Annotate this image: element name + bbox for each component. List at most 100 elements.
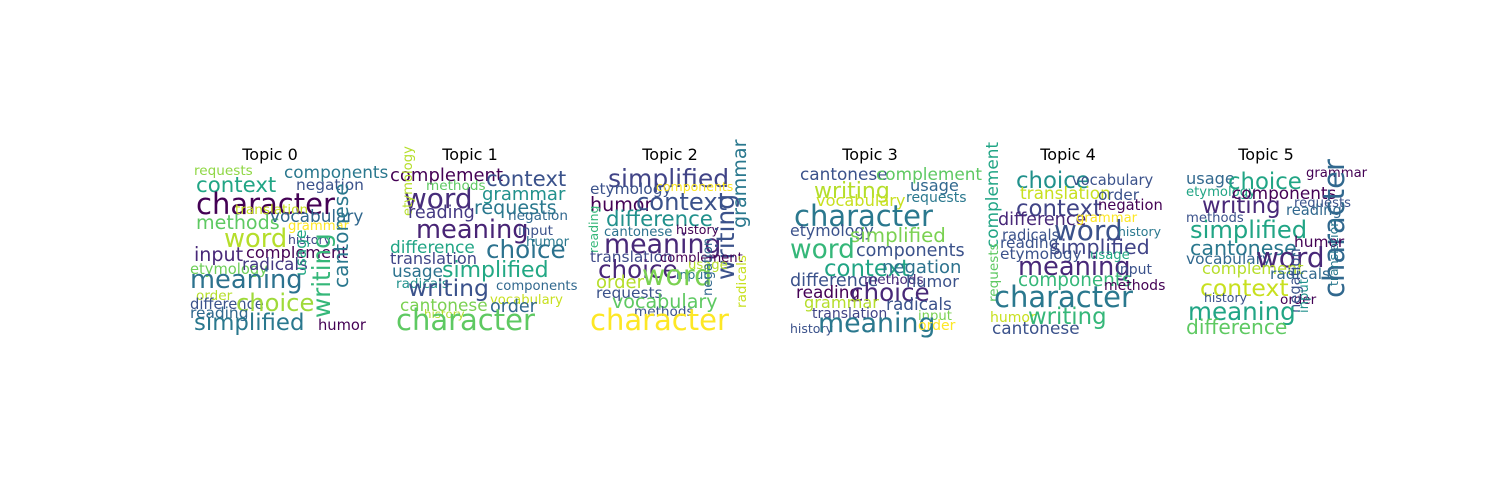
- word-cantonese: cantonese: [992, 318, 1080, 338]
- word-requests: requests: [596, 284, 663, 302]
- word-context: context: [1016, 196, 1102, 222]
- word-word: word: [790, 234, 855, 265]
- word-negation: negation: [1098, 197, 1163, 214]
- word-usage: usage: [910, 176, 959, 195]
- word-complement: complement: [660, 251, 743, 266]
- word-order: order: [596, 272, 645, 293]
- word-grammar: grammar: [728, 139, 751, 228]
- word-character: character: [196, 187, 335, 221]
- word-reading: reading: [586, 206, 601, 253]
- word-writing: writing: [307, 233, 336, 318]
- word-writing: writing: [814, 179, 890, 204]
- topic-2-title: Topic 2: [642, 145, 698, 164]
- word-humor: humor: [906, 272, 959, 291]
- topic-3-title: Topic 3: [842, 145, 898, 164]
- word-difference: difference: [998, 210, 1086, 230]
- word-order: order: [918, 318, 956, 334]
- word-choice: choice: [486, 235, 566, 264]
- word-context: context: [1200, 274, 1289, 302]
- word-humor: humor: [990, 310, 1036, 326]
- word-meaning: meaning: [190, 265, 303, 295]
- word-negation: negation: [296, 176, 364, 194]
- word-word: word: [642, 258, 712, 292]
- word-components: components: [656, 179, 733, 194]
- word-etymology: etymology: [401, 146, 416, 216]
- word-complement: complement: [246, 243, 348, 262]
- word-simplified: simplified: [1190, 216, 1307, 244]
- word-grammar: grammar: [482, 184, 566, 205]
- word-radicals: radicals: [1002, 227, 1059, 244]
- word-simplified: simplified: [442, 258, 549, 283]
- word-meaning: meaning: [604, 229, 721, 260]
- word-input: input: [194, 243, 244, 266]
- word-character: character: [396, 303, 535, 337]
- word-history: history: [424, 307, 465, 321]
- word-grammar: grammar: [1306, 166, 1368, 181]
- word-context: context: [636, 188, 727, 216]
- topic-0-title: Topic 0: [242, 145, 298, 164]
- word-reading: reading: [796, 282, 860, 302]
- word-character: character: [1317, 159, 1351, 298]
- word-word: word: [404, 182, 473, 215]
- word-usage: usage: [1186, 169, 1235, 188]
- word-order: order: [1098, 186, 1140, 204]
- word-methods: methods: [634, 304, 694, 320]
- word-negation: negation: [882, 257, 961, 278]
- topic-2-panel: Topic 2 simplified etymology components hum…: [586, 0, 760, 500]
- word-usage: usage: [292, 230, 310, 276]
- word-cantonese: cantonese: [329, 183, 353, 288]
- word-etymology: etymology: [1186, 185, 1256, 200]
- topic-4-panel: Topic 4 complement choice vocabulary transl…: [982, 0, 1165, 500]
- word-word: word: [224, 224, 287, 254]
- word-simplified: simplified: [608, 164, 729, 193]
- word-difference: difference: [390, 237, 475, 257]
- word-requests: requests: [474, 196, 557, 219]
- word-character: character: [794, 199, 933, 233]
- word-radicals: radicals: [242, 254, 308, 274]
- word-components: components: [496, 279, 578, 294]
- word-choice: choice: [1016, 168, 1090, 194]
- word-methods: methods: [426, 178, 486, 194]
- word-vocabulary: vocabulary: [270, 206, 363, 226]
- word-meaning: meaning: [1188, 297, 1296, 326]
- word-etymology: etymology: [790, 221, 874, 240]
- word-etymology: etymology: [190, 261, 268, 278]
- word-radicals: radicals: [1270, 265, 1330, 283]
- word-input: input: [918, 309, 952, 324]
- word-translation: translation: [235, 202, 308, 218]
- word-vocabulary: vocabulary: [816, 191, 906, 210]
- word-character: character: [994, 280, 1133, 314]
- word-methods: methods: [1186, 211, 1244, 226]
- topic-3-panel: Topic 3 cantonese complement writing usage v…: [790, 0, 982, 500]
- word-context: context: [196, 173, 276, 198]
- word-difference: difference: [190, 296, 264, 313]
- word-writing: writing: [408, 274, 489, 302]
- topic-4-title: Topic 4: [1040, 145, 1096, 164]
- topic-4-wordcloud: complement choicevocabularytranslationord…: [982, 142, 1165, 338]
- word-translation: translation: [590, 248, 673, 266]
- word-context: context: [824, 256, 910, 282]
- word-translation: translation: [812, 306, 887, 322]
- word-meaning: meaning: [416, 215, 529, 245]
- word-context: context: [486, 167, 566, 192]
- word-requests: requests: [986, 243, 1002, 302]
- word-requests: requests: [194, 163, 253, 179]
- word-negation: negation: [508, 208, 568, 224]
- word-history: history: [676, 222, 720, 237]
- word-order: order: [196, 288, 233, 304]
- topic-5-title: Topic 5: [1238, 145, 1294, 164]
- topic-1-title: Topic 1: [442, 145, 498, 164]
- word-choice: choice: [850, 278, 930, 307]
- word-choice: choice: [1228, 169, 1302, 195]
- word-humor: humor: [1294, 233, 1345, 251]
- word-translation: translation: [1326, 219, 1341, 286]
- word-complement: complement: [876, 164, 982, 184]
- word-writing: writing: [1028, 304, 1107, 330]
- word-difference: difference: [790, 271, 878, 291]
- word-methods: methods: [864, 272, 924, 288]
